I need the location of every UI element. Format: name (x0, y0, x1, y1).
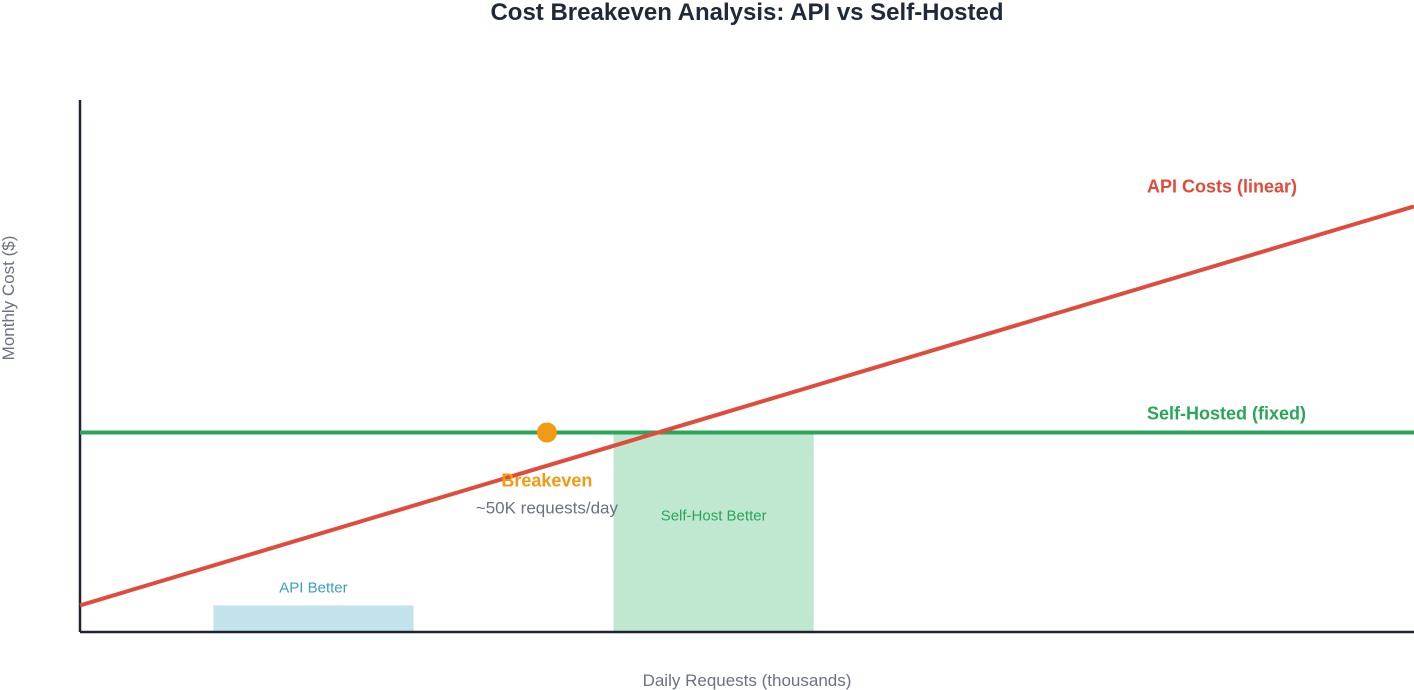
x-axis-label: Daily Requests (thousands) (643, 671, 852, 690)
self-host-better-label: Self-Host Better (661, 508, 767, 525)
api-costs-label: API Costs (linear) (1147, 176, 1297, 196)
breakeven-label: Breakeven (501, 471, 592, 491)
plot-area: API Better Self-Host Better API Costs (lin… (78, 100, 1414, 634)
chart-title: Cost Breakeven Analysis: API vs Self-Hos… (490, 0, 1003, 26)
breakeven-sublabel: ~50K requests/day (476, 499, 619, 518)
y-axis-label: Monthly Cost ($) (0, 236, 18, 361)
api-better-region (213, 605, 414, 632)
self-host-better-region (613, 432, 814, 632)
series-line-api-costs (79, 204, 1414, 608)
breakeven-point (536, 422, 557, 443)
self-hosted-label: Self-Hosted (fixed) (1147, 404, 1306, 424)
api-better-label: API Better (279, 579, 347, 596)
